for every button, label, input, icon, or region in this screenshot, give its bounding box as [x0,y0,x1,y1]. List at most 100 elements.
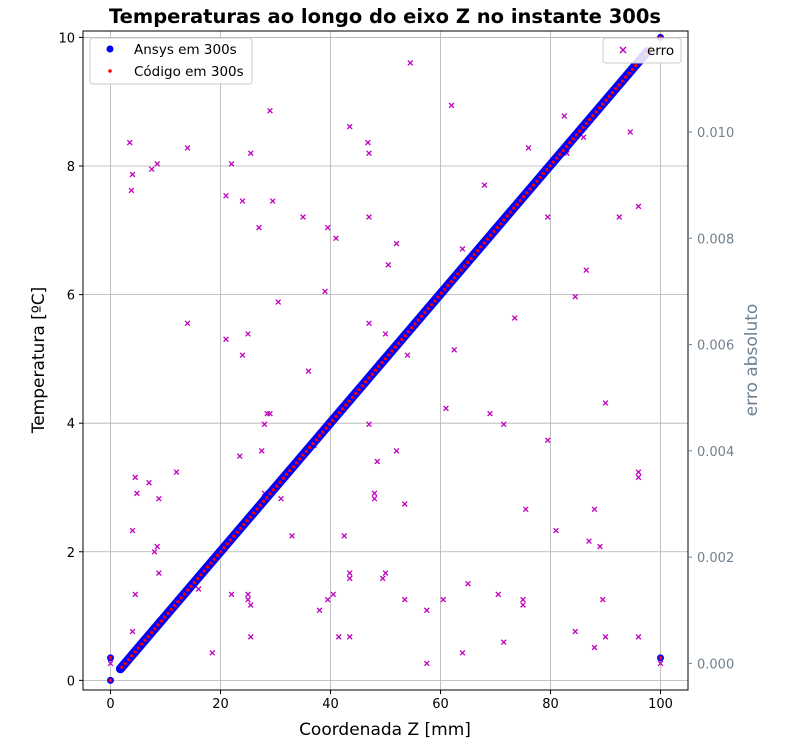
y-axis-ticks: 0 2 4 6 8 10 [58,31,83,689]
codigo-point [594,110,598,114]
erro-point-stroke [553,527,559,534]
codigo-point [587,117,592,122]
codigo-point [232,534,236,538]
codigo-point [410,326,414,330]
erro-point [245,591,251,598]
erro-point [544,214,551,220]
codigo-point [624,75,628,79]
erro-point [500,639,507,646]
erro-point-stroke [564,150,570,157]
chart-title: Temperaturas ao longo do eixo Z no insta… [109,5,661,28]
codigo-point [219,549,223,554]
erro-point-stroke [366,320,372,327]
erro-point [520,596,526,603]
codigo-point [426,306,430,311]
legend-erro-marker [619,46,627,54]
erro-point-stroke [341,533,348,539]
codigo-point [446,283,450,287]
erro-point [401,596,408,603]
erro-point [448,102,455,109]
codigo-point [196,576,200,581]
erro-point-stroke [635,469,642,475]
erro-point-stroke [247,633,254,640]
erro-point-stroke [591,506,598,513]
erro-point [228,161,235,167]
codigo-endpoint [108,656,113,660]
codigo-point [182,592,187,596]
erro-point-stroke [228,591,235,598]
erro-point-stroke [129,628,136,635]
erro-point [382,331,389,337]
erro-point [223,336,229,343]
erro-point-stroke [132,474,139,481]
erro-point [366,150,372,157]
erro-point [393,240,400,247]
codigo-point [156,623,160,627]
codigo-point [436,295,440,299]
erro-point-stroke [635,633,642,640]
legend-erro-label: erro [647,43,674,59]
erro-point [289,533,295,539]
erro-point-stroke [602,400,609,406]
x-tick-label: 40 [322,697,339,712]
erro-point [572,628,579,635]
erro-point [561,113,568,119]
erro-point [465,580,471,587]
erro-point-stroke [154,161,161,167]
erro-point [635,203,642,210]
erro-point-stroke [346,633,353,640]
erro-point [481,182,488,188]
codigo-point [265,495,269,500]
codigo-point [278,480,282,484]
erro-point-stroke [154,543,161,550]
erro-point-stroke [239,352,246,359]
codigo-point [271,488,275,492]
erro-point [132,474,139,481]
erro-point [379,575,386,582]
erro-point [236,453,243,460]
erro-point-stroke [128,187,135,194]
codigo-point [617,83,621,87]
codigo-point [209,561,213,565]
erro-point-stroke [239,198,246,204]
erro-point [195,586,202,592]
erro-point-stroke [520,596,526,603]
erro-point [404,352,411,359]
codigo-point [367,376,371,380]
codigo-point [581,125,585,129]
codigo-point [222,546,226,550]
codigo-point [363,380,368,384]
erro-point-stroke [366,421,372,428]
codigo-point [469,256,473,260]
erro-point-stroke [520,602,526,608]
codigo-point [475,249,480,253]
erro-point-stroke [459,649,466,656]
codigo-point [176,600,180,604]
codigo-point [284,472,289,477]
erro-point [423,607,430,614]
erro-point-stroke [151,548,158,555]
codigo-point [554,156,559,160]
codigo-point [383,357,387,361]
erro-point [553,527,559,534]
erro-point [616,214,623,220]
codigo-point [143,638,147,642]
y2-tick-label: 0.000 [697,657,734,672]
codigo-point [373,368,378,372]
erro-point [184,320,191,327]
codigo-point [512,206,516,210]
erro-point-stroke [572,293,579,300]
erro-point [346,570,353,576]
erro-point [382,570,389,576]
codigo-point [334,414,338,419]
erro-point [635,633,642,640]
y-axis-title: Temperatura [ºC] [29,287,49,435]
codigo-point [545,168,549,172]
codigo-point [314,438,318,442]
codigo-point [466,260,470,264]
erro-point-stroke [195,586,202,592]
codigo-point [489,233,493,237]
codigo-point [413,322,417,326]
codigo-point [558,152,562,156]
erro-point-stroke [134,490,140,497]
